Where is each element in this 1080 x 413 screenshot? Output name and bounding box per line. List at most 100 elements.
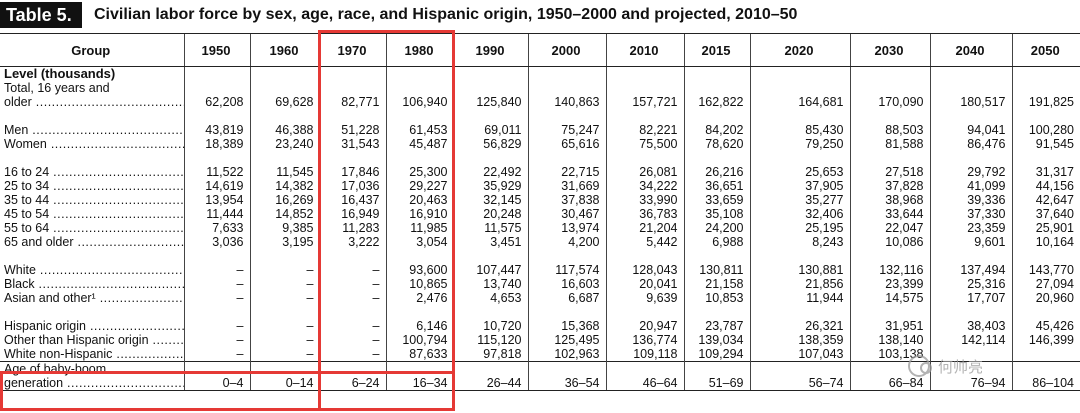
table-row: 25 to 3414,61914,38217,03629,22735,92931… <box>0 179 1080 193</box>
cell-value: 46,388 <box>249 123 320 137</box>
cell-value: 30,467 <box>527 207 606 221</box>
cell-value: 10,865 <box>385 277 454 291</box>
cell-value: 107,447 <box>453 263 528 277</box>
row-label: White <box>0 263 184 277</box>
cell-value: 88,503 <box>849 123 930 137</box>
cell-value: 34,222 <box>605 179 684 193</box>
cell-value: 16–34 <box>385 376 454 391</box>
cell-value: 20,248 <box>453 207 528 221</box>
row-label: 65 and older <box>0 235 184 249</box>
header-year: 1960 <box>249 33 320 67</box>
cell-value: 10,164 <box>1011 235 1080 249</box>
cell-value: 26,216 <box>683 165 750 179</box>
row-label: Asian and other¹ <box>0 291 184 305</box>
table-row: generation0–40–146–2416–3426–4436–5446–6… <box>0 376 1080 391</box>
cell-value: 38,968 <box>849 193 930 207</box>
cell-value: 4,200 <box>527 235 606 249</box>
cell-value: 100,280 <box>1011 123 1080 137</box>
cell-value: 3,451 <box>453 235 528 249</box>
cell-value: 26,081 <box>605 165 684 179</box>
cell-value <box>385 81 454 95</box>
table-row: 45 to 5411,44414,85216,94916,91020,24830… <box>0 207 1080 221</box>
cell-value: – <box>249 319 320 333</box>
cell-value: 11,575 <box>453 221 528 235</box>
table-row: 35 to 4413,95416,26916,43720,46332,14537… <box>0 193 1080 207</box>
header-year: 2050 <box>1011 33 1080 67</box>
cell-value: 22,047 <box>849 221 930 235</box>
cell-value: 17,846 <box>319 165 386 179</box>
cell-value: 11,283 <box>319 221 386 235</box>
cell-value: – <box>319 277 386 291</box>
cell-value: 16,269 <box>249 193 320 207</box>
cell-value: 20,960 <box>1011 291 1080 305</box>
table-number-badge: Table 5. <box>0 2 82 28</box>
cell-value <box>849 81 930 95</box>
cell-value: 62,208 <box>183 95 250 109</box>
cell-value: 27,518 <box>849 165 930 179</box>
cell-value: 102,963 <box>527 347 606 362</box>
cell-value: 0–4 <box>183 376 250 391</box>
cell-value: 23,399 <box>849 277 930 291</box>
cell-value: 139,034 <box>683 333 750 347</box>
table-row: Women18,38923,24031,54345,48756,82965,61… <box>0 137 1080 151</box>
cell-value <box>1011 361 1080 376</box>
cell-value: 35,929 <box>453 179 528 193</box>
cell-value: 22,492 <box>453 165 528 179</box>
cell-value: 9,639 <box>605 291 684 305</box>
cell-value: – <box>319 319 386 333</box>
cell-value: 79,250 <box>749 137 850 151</box>
row-label: Total, 16 years and <box>4 81 110 95</box>
table-row: Hispanic origin–––6,14610,72015,36820,94… <box>0 319 1080 333</box>
row-label: older <box>0 95 184 109</box>
cell-value: 76–94 <box>929 376 1012 391</box>
cell-value: 115,120 <box>453 333 528 347</box>
cell-value: 75,500 <box>605 137 684 151</box>
cell-value: 31,669 <box>527 179 606 193</box>
cell-value: – <box>183 347 250 362</box>
cell-value: 11,522 <box>183 165 250 179</box>
cell-value: 65,616 <box>527 137 606 151</box>
cell-value: 29,792 <box>929 165 1012 179</box>
cell-value: 117,574 <box>527 263 606 277</box>
cell-value: 97,818 <box>453 347 528 362</box>
cell-value: 9,601 <box>929 235 1012 249</box>
spacer-row <box>0 249 1080 263</box>
cell-value: 107,043 <box>749 347 850 362</box>
cell-value <box>929 81 1012 95</box>
cell-value: 146,399 <box>1011 333 1080 347</box>
cell-value <box>249 81 320 95</box>
cell-value: 180,517 <box>929 95 1012 109</box>
row-label: 25 to 34 <box>0 179 184 193</box>
cell-value: 7,633 <box>183 221 250 235</box>
cell-value: 23,359 <box>929 221 1012 235</box>
cell-value: 87,633 <box>385 347 454 362</box>
table-row: 65 and older3,0363,1953,2223,0543,4514,2… <box>0 235 1080 249</box>
cell-value <box>453 81 528 95</box>
cell-value: 31,317 <box>1011 165 1080 179</box>
cell-value: 142,114 <box>929 333 1012 347</box>
cell-value: – <box>319 333 386 347</box>
cell-value: 37,905 <box>749 179 850 193</box>
cell-value: 35,108 <box>683 207 750 221</box>
cell-value <box>683 361 750 376</box>
cell-value: 8,243 <box>749 235 850 249</box>
cell-value <box>527 81 606 95</box>
row-label: 55 to 64 <box>0 221 184 235</box>
cell-value: 15,368 <box>527 319 606 333</box>
wechat-icon <box>908 355 932 377</box>
cell-value: 25,653 <box>749 165 850 179</box>
cell-value: 25,300 <box>385 165 454 179</box>
cell-value: 75,247 <box>527 123 606 137</box>
cell-value: 85,430 <box>749 123 850 137</box>
cell-value: 82,221 <box>605 123 684 137</box>
cell-value: 13,954 <box>183 193 250 207</box>
cell-value: 32,406 <box>749 207 850 221</box>
cell-value: – <box>319 291 386 305</box>
watermark: 何帅亮 <box>908 352 1058 380</box>
section-row: Level (thousands) <box>0 66 1080 81</box>
cell-value: 138,140 <box>849 333 930 347</box>
cell-value: 69,011 <box>453 123 528 137</box>
cell-value: 3,054 <box>385 235 454 249</box>
cell-value: 132,116 <box>849 263 930 277</box>
cell-value: 11,545 <box>249 165 320 179</box>
